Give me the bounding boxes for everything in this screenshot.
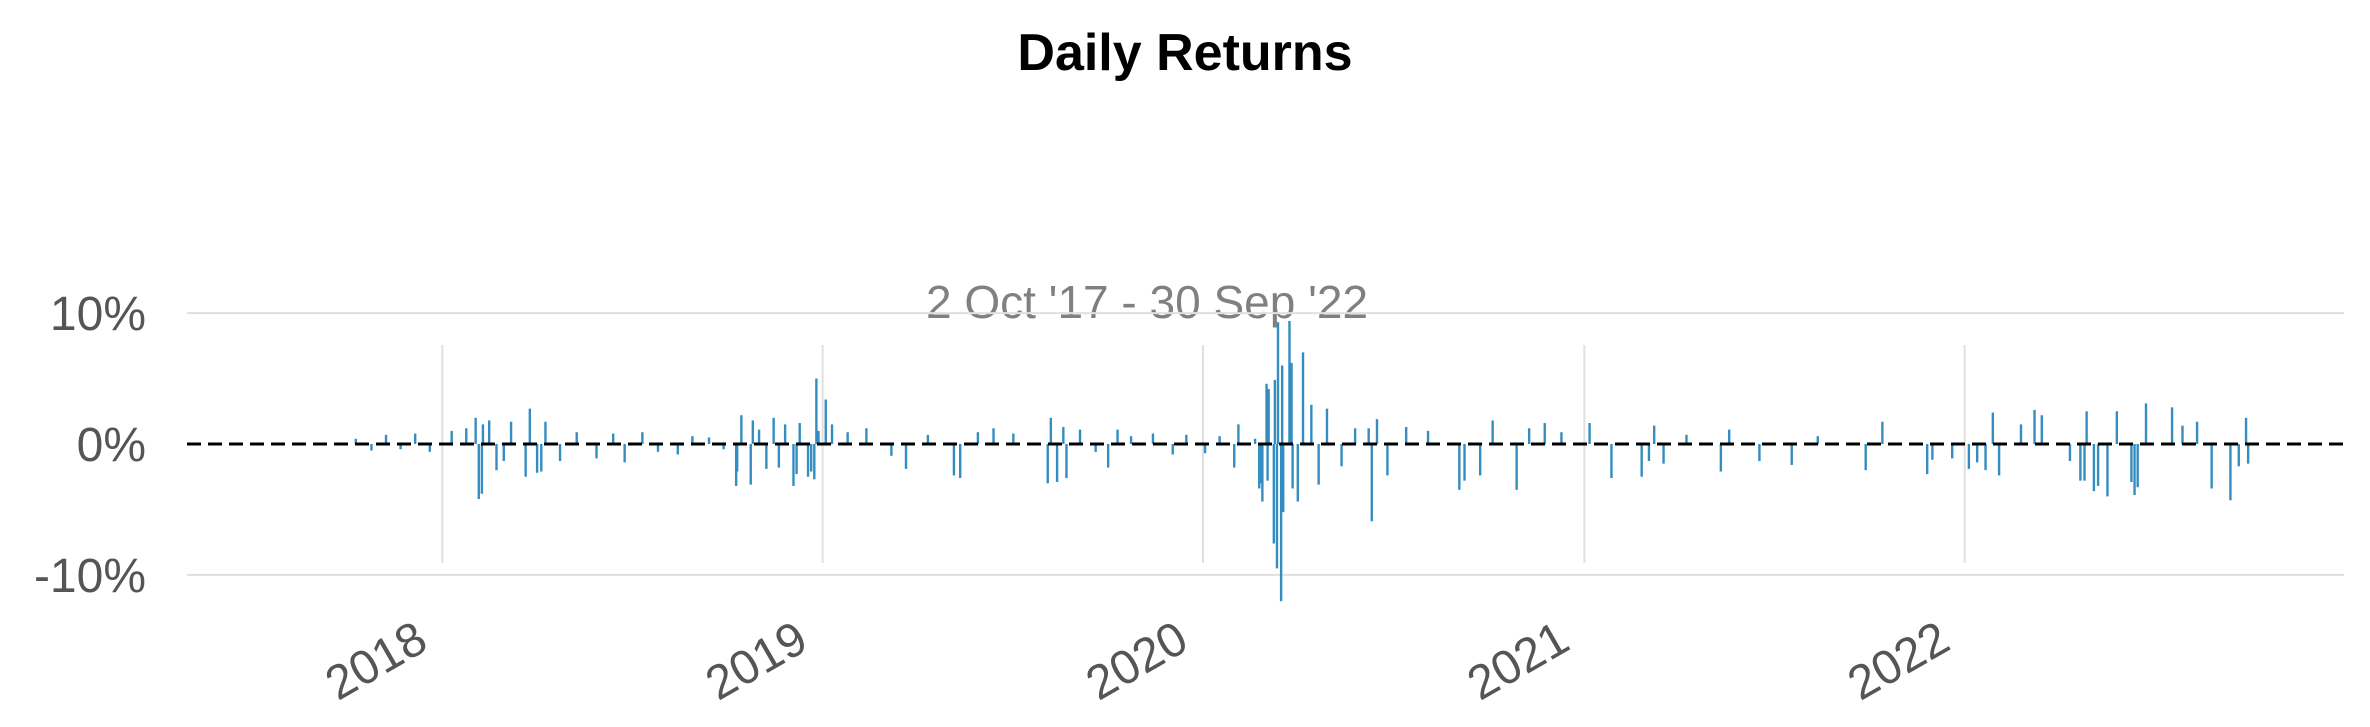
x-tick-label: 2022 — [1839, 612, 1958, 711]
x-tick-label: 2021 — [1459, 612, 1578, 711]
y-axis-ticks: 10% 0% -10% — [34, 288, 146, 603]
x-tick-label: 2019 — [697, 612, 816, 711]
series-returns — [354, 320, 2250, 602]
x-axis-ticks: 2018 2019 2020 2021 2022 — [317, 612, 1958, 711]
y-tick-label: 10% — [50, 288, 146, 341]
x-tick-label: 2020 — [1078, 612, 1197, 711]
y-tick-label: 0% — [77, 419, 146, 472]
grid-lines — [187, 312, 2344, 576]
chart-subtitle: 2 Oct '17 - 30 Sep '22 — [926, 276, 1368, 328]
x-tick-label: 2018 — [317, 612, 436, 711]
chart-title: Daily Returns — [1017, 24, 1352, 82]
y-tick-label: -10% — [34, 550, 146, 603]
